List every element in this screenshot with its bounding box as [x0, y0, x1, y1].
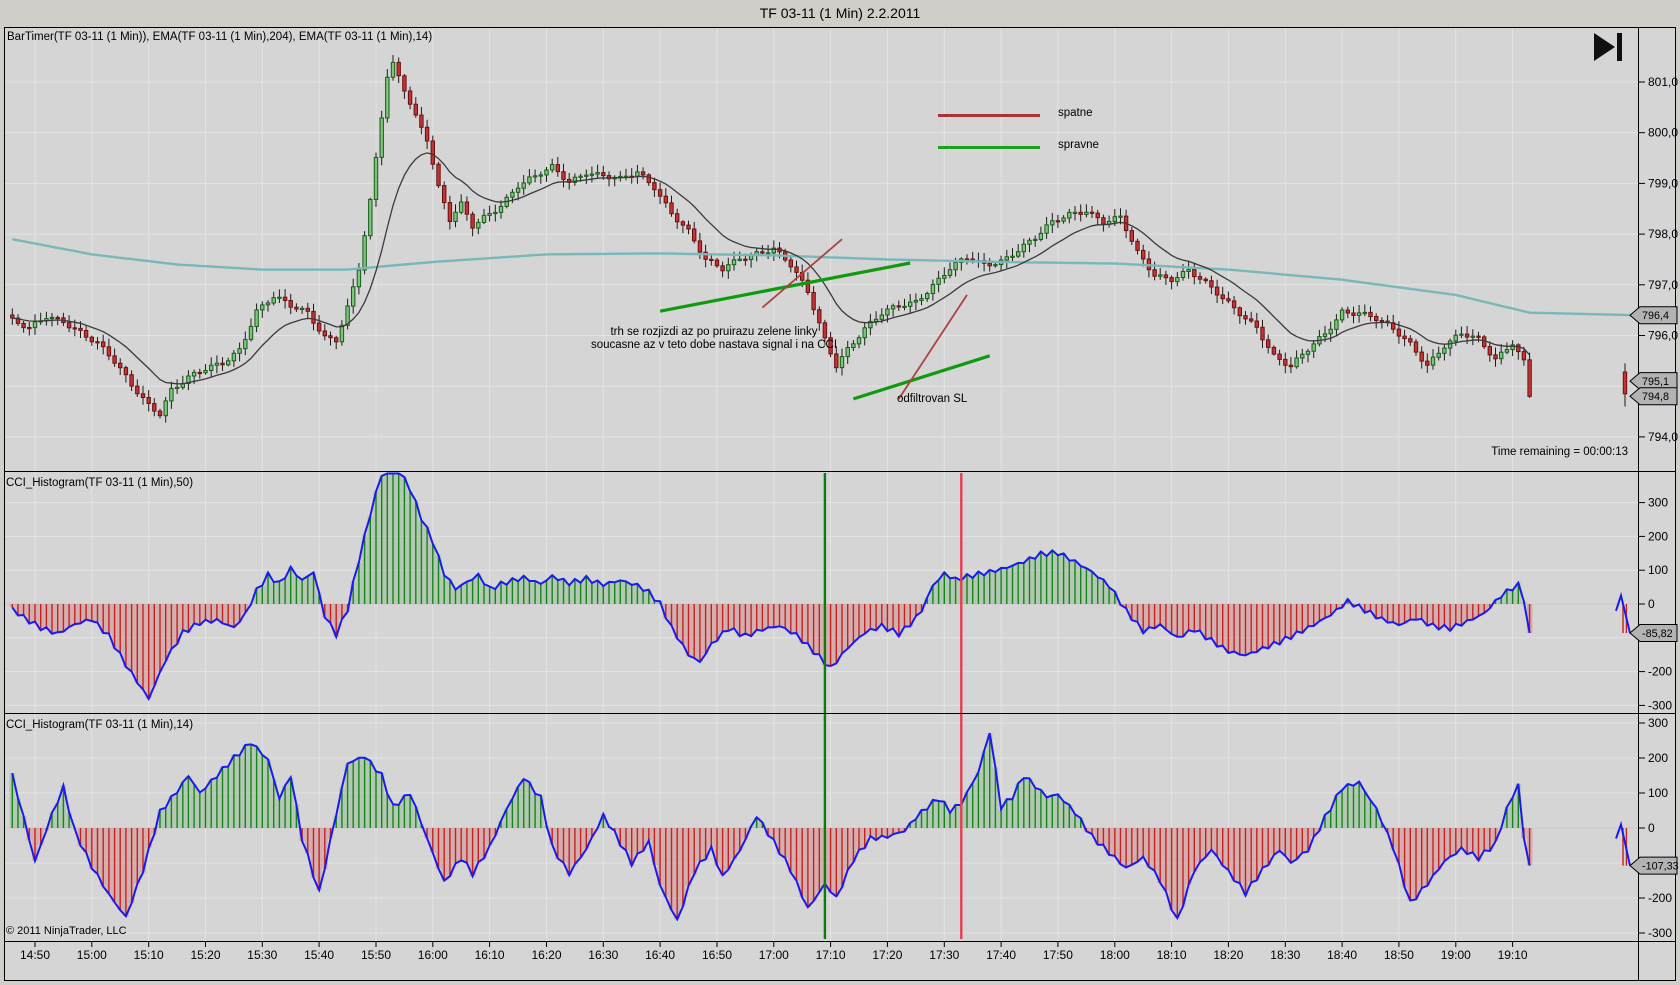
go-to-end-icon[interactable] — [1594, 33, 1622, 61]
svg-text:15:10: 15:10 — [134, 948, 164, 962]
trendline-green[interactable] — [852, 354, 991, 401]
cci50-histogram-series — [9, 472, 1533, 702]
svg-text:300: 300 — [1648, 496, 1668, 510]
current-bar-cci14 — [1615, 820, 1631, 866]
svg-text:18:00: 18:00 — [1100, 948, 1130, 962]
svg-text:100: 100 — [1648, 563, 1668, 577]
legend-line-spatne — [938, 114, 1040, 117]
cci50-value-marker: -85,82 — [1629, 624, 1678, 642]
svg-text:18:50: 18:50 — [1384, 948, 1414, 962]
svg-text:794,0: 794,0 — [1648, 430, 1678, 444]
svg-text:200: 200 — [1648, 529, 1668, 543]
svg-text:-200: -200 — [1648, 665, 1672, 679]
cci14-value-marker: -107,33 — [1629, 856, 1679, 875]
svg-text:796,0: 796,0 — [1648, 329, 1678, 343]
svg-text:18:10: 18:10 — [1157, 948, 1187, 962]
price-marker: 795,1 — [1629, 372, 1678, 391]
svg-text:-300: -300 — [1648, 698, 1672, 712]
horizontal-gridlines — [4, 81, 1638, 934]
svg-text:17:40: 17:40 — [986, 948, 1016, 962]
svg-text:200: 200 — [1648, 751, 1668, 765]
vertical-gridlines — [34, 27, 1514, 941]
panel-borders — [4, 27, 1676, 981]
svg-text:796,4: 796,4 — [1642, 310, 1669, 322]
zero-lines — [4, 603, 1638, 829]
svg-text:16:40: 16:40 — [645, 948, 675, 962]
legend-label-spravne: spravne — [1058, 139, 1099, 151]
svg-text:15:50: 15:50 — [361, 948, 391, 962]
svg-text:15:00: 15:00 — [77, 948, 107, 962]
svg-text:18:20: 18:20 — [1213, 948, 1243, 962]
trendline-red[interactable] — [898, 294, 968, 400]
current-bar-cci50 — [1615, 591, 1631, 634]
svg-text:-300: -300 — [1648, 926, 1672, 940]
current-bar-price — [1622, 363, 1628, 407]
svg-text:16:20: 16:20 — [531, 948, 561, 962]
price-marker: 796,4 — [1629, 306, 1678, 325]
price-marker: 794,8 — [1629, 387, 1678, 406]
svg-text:17:50: 17:50 — [1043, 948, 1073, 962]
svg-text:15:30: 15:30 — [247, 948, 277, 962]
svg-text:19:10: 19:10 — [1498, 948, 1528, 962]
legend-label-spatne: spatne — [1058, 107, 1093, 119]
ema-14-line — [12, 152, 1531, 385]
svg-text:798,0: 798,0 — [1648, 227, 1678, 241]
svg-text:100: 100 — [1648, 786, 1668, 800]
svg-text:16:10: 16:10 — [475, 948, 505, 962]
candlestick-series — [10, 55, 1637, 423]
chart-background — [4, 27, 1676, 981]
svg-text:14:50: 14:50 — [20, 948, 50, 962]
svg-text:17:20: 17:20 — [872, 948, 902, 962]
svg-text:300: 300 — [1648, 716, 1668, 730]
svg-text:-85,82: -85,82 — [1642, 628, 1673, 640]
svg-text:17:10: 17:10 — [816, 948, 846, 962]
svg-text:18:30: 18:30 — [1270, 948, 1300, 962]
svg-text:797,0: 797,0 — [1648, 278, 1678, 292]
svg-text:17:30: 17:30 — [929, 948, 959, 962]
svg-text:16:30: 16:30 — [588, 948, 618, 962]
svg-text:800,0: 800,0 — [1648, 126, 1678, 140]
legend-line-spravne — [938, 146, 1040, 149]
svg-text:795,1: 795,1 — [1642, 376, 1669, 388]
svg-text:16:50: 16:50 — [702, 948, 732, 962]
svg-text:15:40: 15:40 — [304, 948, 334, 962]
time-axis[interactable]: 14:50 15:00 15:10 15:20 15:30 15:40 15:50 16:00… — [20, 941, 1528, 962]
svg-text:-107,33: -107,33 — [1642, 860, 1679, 872]
svg-text:19:00: 19:00 — [1441, 948, 1471, 962]
svg-text:16:00: 16:00 — [418, 948, 448, 962]
svg-text:0: 0 — [1648, 597, 1655, 611]
svg-text:18:40: 18:40 — [1327, 948, 1357, 962]
svg-text:794,8: 794,8 — [1642, 391, 1669, 403]
trendline-red[interactable] — [761, 238, 843, 309]
svg-text:15:20: 15:20 — [190, 948, 220, 962]
ema-204-line — [12, 238, 1637, 317]
cci14-histogram-series — [9, 732, 1533, 922]
svg-text:801,0: 801,0 — [1648, 75, 1678, 89]
svg-text:17:00: 17:00 — [759, 948, 789, 962]
svg-text:799,0: 799,0 — [1648, 176, 1678, 190]
svg-text:0: 0 — [1648, 821, 1655, 835]
svg-text:-200: -200 — [1648, 891, 1672, 905]
